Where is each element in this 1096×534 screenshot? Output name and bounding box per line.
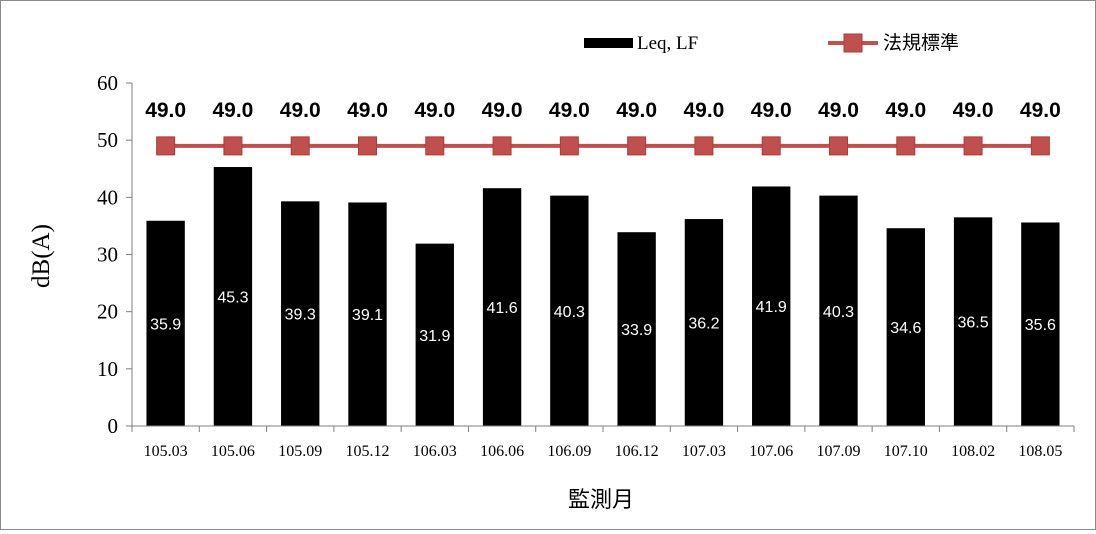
bar-value-label: 41.9 <box>756 299 787 316</box>
standard-value-label: 49.0 <box>616 99 657 122</box>
bar-value-label: 36.5 <box>958 315 989 332</box>
bar <box>953 217 993 426</box>
standard-marker <box>627 136 647 156</box>
standard-marker <box>761 136 781 156</box>
bar <box>415 243 454 426</box>
bar-value-label: 39.1 <box>352 307 383 324</box>
x-tick-label: 105.09 <box>278 443 322 460</box>
x-tick-label: 107.06 <box>749 443 793 460</box>
standard-marker <box>290 136 310 156</box>
bar <box>752 186 791 426</box>
legend-marker-square <box>843 33 863 53</box>
legend: Leq, LF 法規標準 <box>584 32 959 54</box>
legend-swatch-bar <box>584 38 633 48</box>
y-tick-label: 10 <box>97 357 118 381</box>
x-tick-label: 106.06 <box>480 443 524 460</box>
bar-value-label: 35.6 <box>1025 317 1056 334</box>
standard-value-label: 49.0 <box>212 99 253 122</box>
x-tick-label: 107.09 <box>817 443 861 460</box>
standard-value-label: 49.0 <box>953 99 994 122</box>
standard-line-series <box>156 136 1050 156</box>
x-tick-label: 106.03 <box>413 443 457 460</box>
x-axis-title: 監測月 <box>568 487 634 512</box>
y-axis-ticks: 0 10 20 30 40 50 60 <box>97 71 132 438</box>
bar-value-label: 40.3 <box>554 304 585 321</box>
legend-label-line: 法規標準 <box>883 32 959 54</box>
x-tick-label: 106.12 <box>615 443 659 460</box>
standard-value-label: 49.0 <box>751 99 792 122</box>
standard-marker <box>896 136 916 156</box>
y-tick-label: 50 <box>97 128 118 152</box>
x-tick-label: 107.03 <box>682 443 726 460</box>
y-tick-label: 0 <box>108 414 119 438</box>
x-tick-label: 107.10 <box>884 443 928 460</box>
standard-marker <box>963 136 983 156</box>
x-tick-label: 106.09 <box>547 443 591 460</box>
standard-value-label: 49.0 <box>414 99 455 122</box>
bar-value-label: 41.6 <box>487 300 518 317</box>
bar-value-label: 35.9 <box>150 316 181 333</box>
x-tick-label: 105.12 <box>346 443 390 460</box>
bar <box>281 201 320 426</box>
standard-marker <box>559 136 579 156</box>
bar <box>617 232 656 426</box>
standard-value-label: 49.0 <box>818 99 859 122</box>
bar <box>348 202 387 426</box>
x-tick-label: 108.05 <box>1018 443 1062 460</box>
standard-value-label: 49.0 <box>347 99 388 122</box>
standard-marker <box>358 136 377 156</box>
bar <box>1021 222 1060 426</box>
bar-series <box>146 167 1060 426</box>
bar-value-label: 33.9 <box>621 322 652 339</box>
bar-value-label: 40.3 <box>823 304 854 321</box>
y-tick-label: 30 <box>97 243 118 267</box>
bar-value-label: 45.3 <box>217 290 248 307</box>
x-tick-label: 105.06 <box>211 443 255 460</box>
bar <box>213 167 253 426</box>
legend-label-bar: Leq, LF <box>637 33 698 54</box>
bar-value-label: 34.6 <box>890 320 921 337</box>
bar-value-labels: 35.9 45.3 39.3 39.1 31.9 41.6 40.3 33.9 36.2 41.9… <box>150 290 1056 345</box>
standard-marker <box>1030 136 1050 156</box>
standard-marker <box>492 136 512 156</box>
x-tick-label: 105.03 <box>144 443 188 460</box>
standard-marker <box>425 136 445 156</box>
standard-value-label: 49.0 <box>280 99 321 122</box>
standard-value-label: 49.0 <box>549 99 590 122</box>
bar-value-label: 31.9 <box>419 328 450 345</box>
bar <box>146 220 185 426</box>
standard-marker <box>156 136 176 156</box>
bar <box>684 219 724 426</box>
bar-value-label: 39.3 <box>285 307 316 324</box>
y-tick-label: 20 <box>97 300 118 324</box>
bar <box>819 195 858 426</box>
standard-value-label: 49.0 <box>482 99 523 122</box>
standard-value-label: 49.0 <box>1020 99 1061 122</box>
standard-value-label: 49.0 <box>885 99 926 122</box>
standard-marker <box>694 136 714 156</box>
bar-value-label: 36.2 <box>688 316 719 333</box>
standard-marker <box>223 136 243 156</box>
x-axis-ticks: 105.03 105.06 105.09 105.12 106.03 106.06 106.… <box>131 426 1075 460</box>
y-axis-title: dB(A) <box>28 224 55 288</box>
bar <box>886 228 925 426</box>
x-tick-label: 108.02 <box>951 443 995 460</box>
y-tick-label: 40 <box>97 185 118 209</box>
y-tick-label: 60 <box>97 71 118 95</box>
standard-marker <box>829 136 848 156</box>
bar <box>550 195 589 426</box>
standard-value-label: 49.0 <box>683 99 724 122</box>
standard-value-label: 49.0 <box>145 99 186 122</box>
standard-value-labels: 49.0 49.0 49.0 49.0 49.0 49.0 49.0 49.0 49.0 49.0… <box>145 99 1061 122</box>
bar <box>482 188 522 426</box>
